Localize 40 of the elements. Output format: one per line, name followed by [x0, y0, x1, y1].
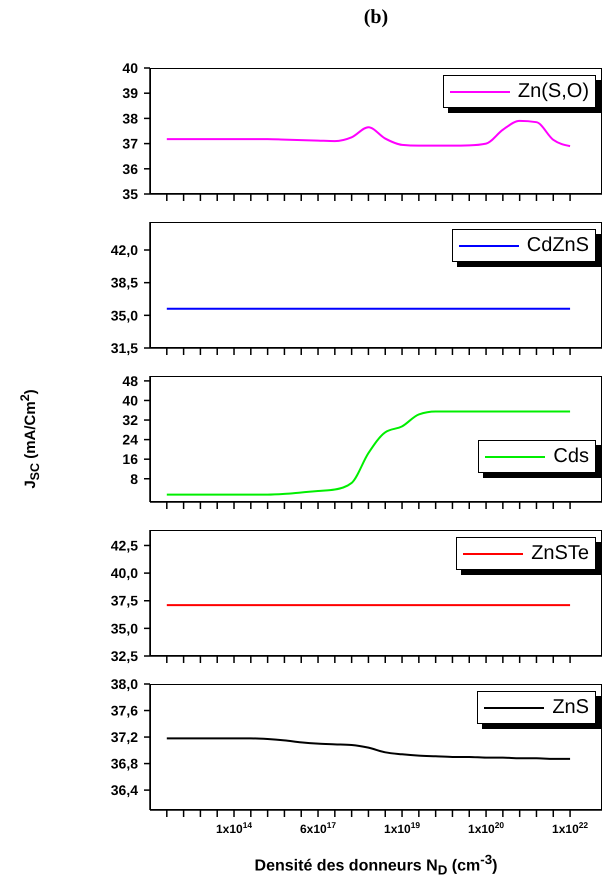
y-tick-label: 37,5 [110, 592, 138, 609]
y-tick-label: 36,4 [110, 782, 138, 798]
y-tick-label: 39 [122, 85, 138, 102]
line-series [166, 737, 572, 760]
legend-label: Zn(S,O) [518, 80, 589, 103]
y-tick-label: 31,5 [110, 340, 138, 356]
x-tick-label: 1x10$^{22}$ [552, 820, 588, 836]
chart-title: (b) [362, 6, 390, 29]
y-tick-label: 35,0 [110, 620, 138, 636]
line-series [166, 120, 572, 148]
y-tick-label: 35 [122, 186, 138, 202]
legend-label: ZnS [552, 696, 589, 719]
x-tick-label: 1x10$^{20}$ [468, 820, 504, 836]
y-tick-label: 35,0 [110, 307, 138, 324]
y-tick-label: 24 [122, 432, 138, 448]
legend-label: Cds [553, 445, 589, 468]
y-tick-label: 37,6 [110, 702, 138, 719]
y-tick-label: 48 [122, 372, 138, 389]
y-tick-label: 40,0 [110, 565, 138, 582]
y-tick-label: 38 [122, 110, 138, 126]
y-tick-label: 40 [122, 392, 138, 408]
y-tick-label: 37,2 [110, 729, 138, 746]
y-tick-label: 8 [130, 470, 138, 487]
y-tick-label: 36 [122, 160, 138, 177]
y-tick-label: 38,0 [110, 676, 138, 692]
y-tick-label: 32 [122, 412, 138, 428]
y-tick-label: 42,0 [110, 242, 138, 258]
y-tick-label: 32,5 [110, 648, 138, 664]
y-tick-label: 40 [122, 60, 138, 76]
y-tick-label: 37 [122, 136, 138, 152]
x-tick-label: 1x10$^{14}$ [216, 820, 252, 836]
y-tick-label: 42,5 [110, 537, 138, 554]
y-tick-label: 36,8 [110, 756, 138, 772]
y-tick-label: 16 [122, 451, 138, 468]
legend-label: ZnSTe [531, 542, 589, 565]
x-axis-title: Densité des donneurs N$_{D}$ (cm$^{-3}$) [254, 852, 498, 878]
x-tick-label: 1x10$^{19}$ [384, 820, 420, 836]
legend-label: CdZnS [526, 234, 589, 257]
x-tick-label: 6x10$^{17}$ [300, 820, 336, 836]
y-tick-label: 38,5 [110, 274, 138, 291]
